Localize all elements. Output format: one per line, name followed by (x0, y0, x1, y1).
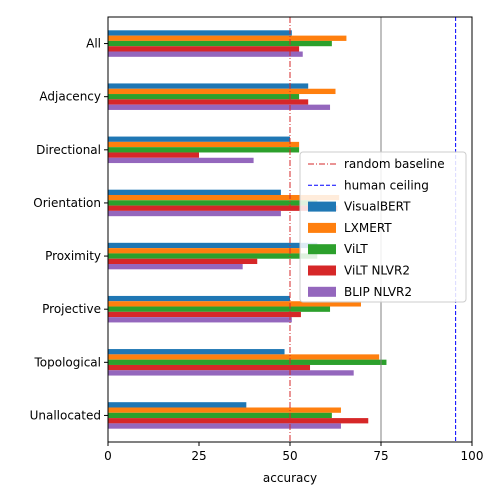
y-tick-label-orientation: Orientation (33, 196, 101, 210)
bar-vilt-nlvr2-all (108, 46, 299, 51)
bar-visualbert-orientation (108, 190, 281, 195)
bar-blip-nlvr2-proximity (108, 264, 243, 269)
x-tick-label-100: 100 (461, 449, 484, 463)
legend-label-vilt-nlvr2: ViLT NLVR2 (344, 264, 410, 278)
bar-vilt-nlvr2-topological (108, 365, 310, 370)
bar-vilt-nlvr2-projective (108, 312, 301, 317)
bar-visualbert-projective (108, 296, 290, 301)
bar-vilt-nlvr2-proximity (108, 259, 257, 264)
x-tick-label-0: 0 (104, 449, 112, 463)
bar-vilt-nlvr2-adjacency (108, 99, 308, 104)
bar-blip-nlvr2-projective (108, 317, 292, 322)
legend-swatch-vilt-nlvr2 (308, 266, 336, 276)
y-tick-label-topological: Topological (33, 355, 101, 369)
bar-vilt-directional (108, 147, 299, 152)
legend-swatch-visualbert (308, 202, 336, 212)
legend-swatch-blip-nlvr2 (308, 287, 336, 297)
x-tick-label-50: 50 (282, 449, 297, 463)
y-tick-label-proximity: Proximity (45, 249, 101, 263)
x-tick-label-75: 75 (373, 449, 388, 463)
y-axis-ticks: All Adjacency Directional Orientation Proxim… (30, 37, 108, 423)
bar-vilt-proximity (108, 253, 317, 258)
bar-vilt-all (108, 41, 332, 46)
bar-blip-nlvr2-orientation (108, 211, 281, 216)
bar-lxmert-topological (108, 354, 379, 359)
bar-visualbert-topological (108, 349, 285, 354)
x-axis-ticks: 0 25 50 75 100 (104, 442, 483, 463)
bar-visualbert-proximity (108, 243, 317, 248)
legend-label-human-ceiling: human ceiling (344, 178, 429, 192)
legend-swatch-lxmert (308, 223, 336, 233)
y-tick-label-all: All (86, 37, 101, 51)
y-tick-label-projective: Projective (42, 302, 101, 316)
bar-vilt-nlvr2-directional (108, 152, 199, 157)
bar-vilt-unallocated (108, 413, 332, 418)
bar-vilt-nlvr2-unallocated (108, 418, 368, 423)
y-tick-label-directional: Directional (36, 143, 101, 157)
legend-label-blip-nlvr2: BLIP NLVR2 (344, 285, 412, 299)
bar-visualbert-all (108, 30, 292, 35)
legend-label-random-baseline: random baseline (344, 157, 445, 171)
bar-vilt-orientation (108, 200, 317, 205)
x-tick-label-25: 25 (191, 449, 206, 463)
legend-swatch-vilt (308, 244, 336, 254)
x-axis-title: accuracy (263, 471, 317, 485)
bar-lxmert-proximity (108, 248, 301, 253)
legend: random baseline human ceiling VisualBERT LX… (300, 152, 466, 302)
bar-lxmert-all (108, 36, 346, 41)
bar-blip-nlvr2-all (108, 52, 303, 57)
bar-lxmert-directional (108, 142, 299, 147)
bar-blip-nlvr2-unallocated (108, 423, 341, 428)
y-tick-label-unallocated: Unallocated (30, 408, 101, 422)
y-tick-label-adjacency: Adjacency (39, 90, 101, 104)
bar-lxmert-adjacency (108, 89, 336, 94)
bar-vilt-adjacency (108, 94, 299, 99)
bar-blip-nlvr2-directional (108, 158, 254, 163)
bar-lxmert-unallocated (108, 407, 341, 412)
legend-label-lxmert: LXMERT (344, 221, 392, 235)
bar-vilt-projective (108, 307, 330, 312)
bar-blip-nlvr2-adjacency (108, 105, 330, 110)
bar-blip-nlvr2-topological (108, 370, 354, 375)
legend-label-vilt: ViLT (344, 242, 368, 256)
bar-vilt-topological (108, 360, 386, 365)
bar-visualbert-unallocated (108, 402, 246, 407)
bar-visualbert-adjacency (108, 83, 308, 88)
bar-visualbert-directional (108, 137, 290, 142)
legend-label-visualbert: VisualBERT (344, 200, 411, 214)
